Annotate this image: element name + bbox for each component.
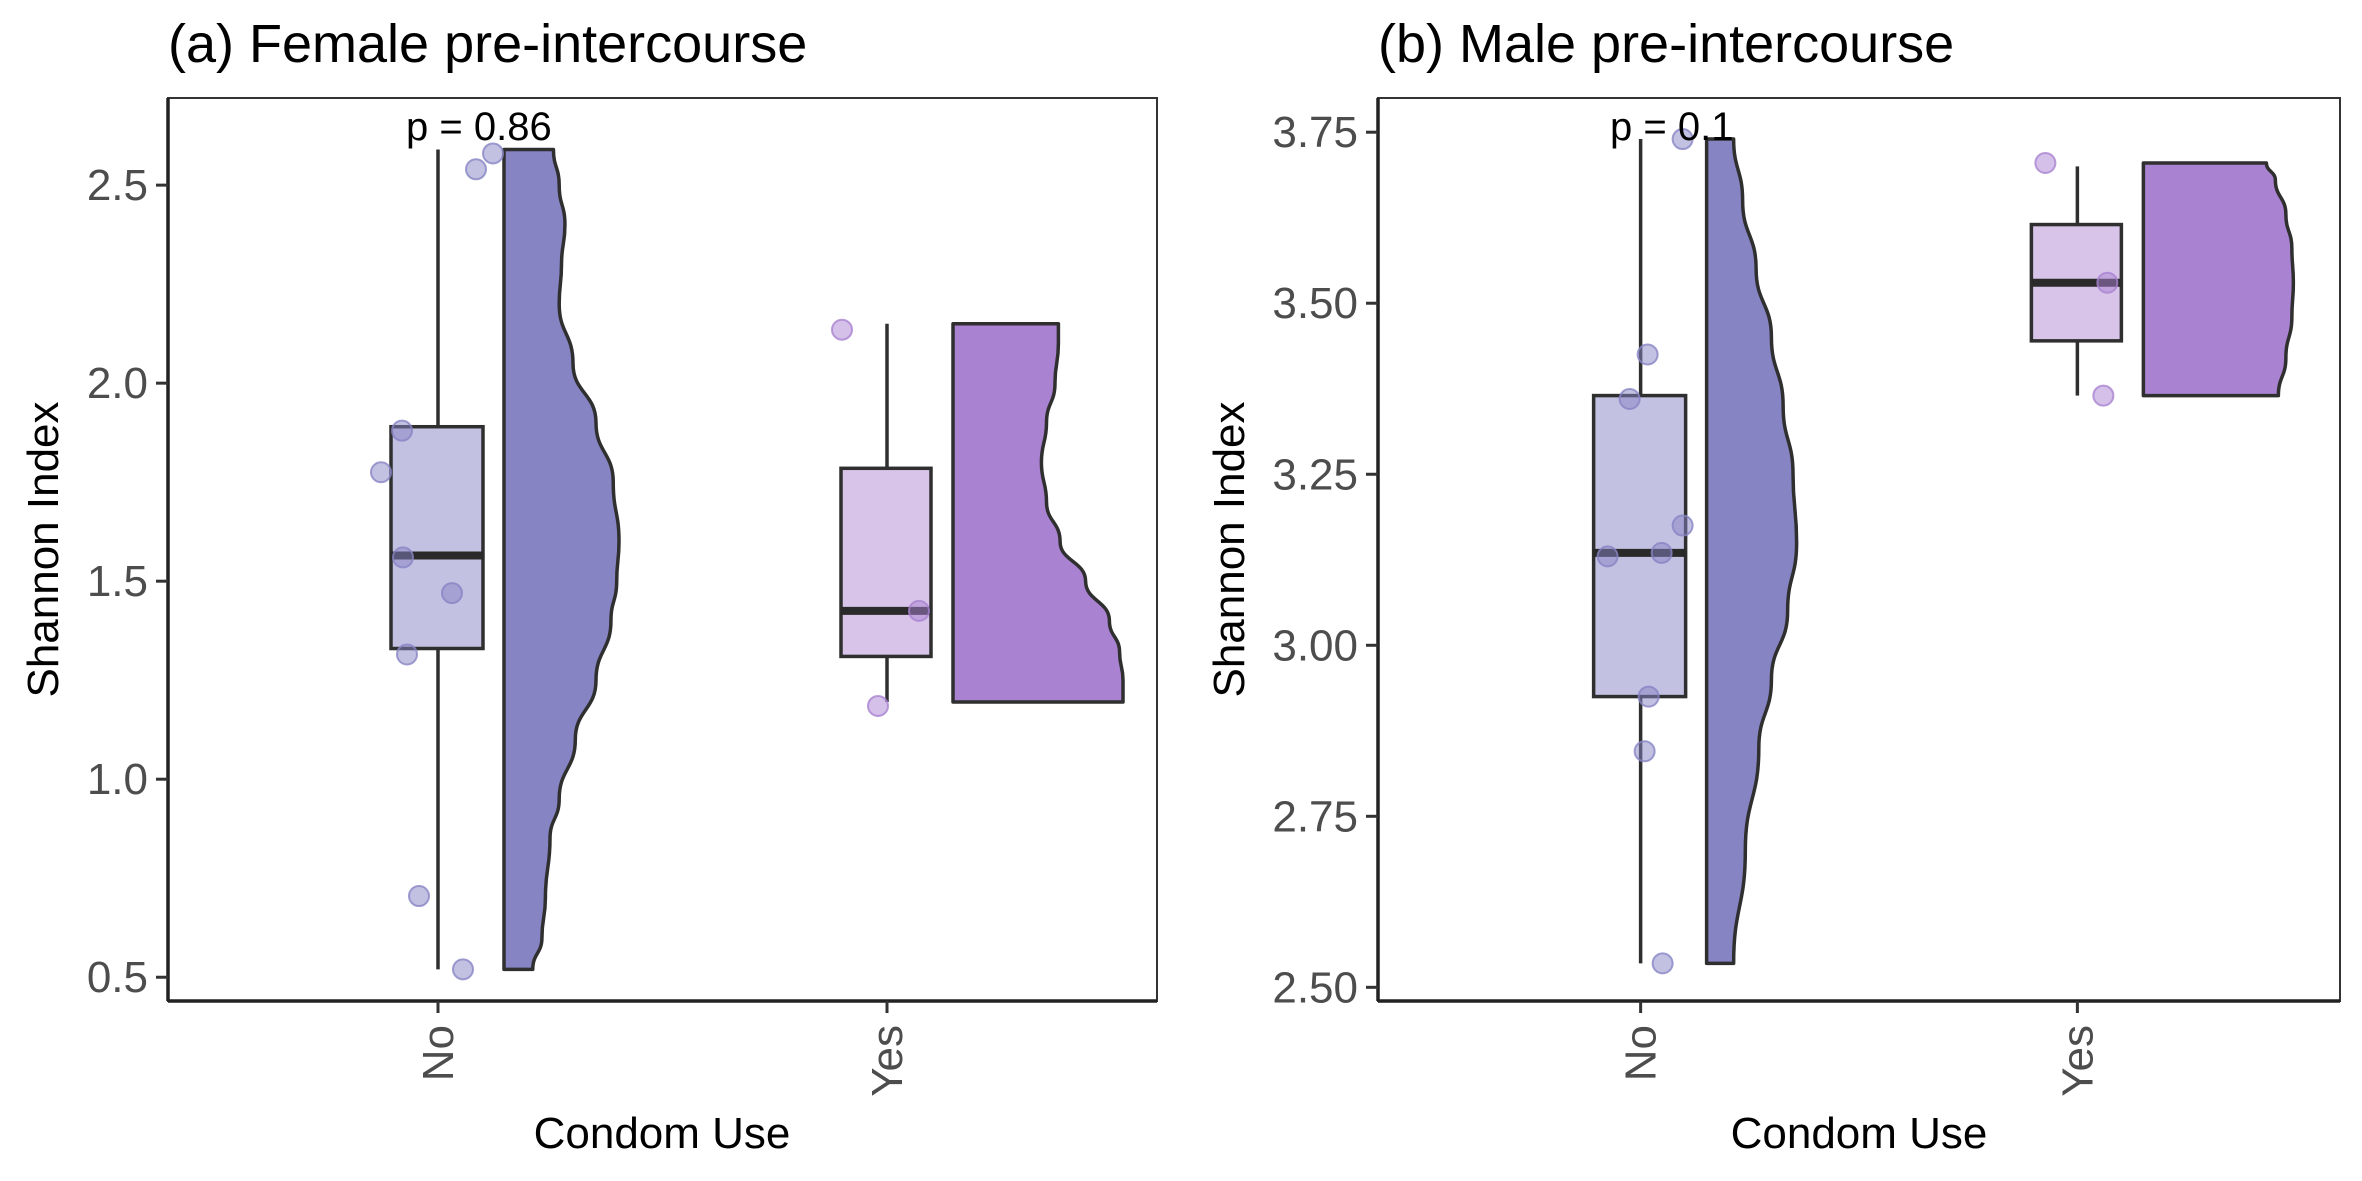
x-tick-label: Yes: [863, 1025, 912, 1097]
y-tick-label: 0.5: [87, 953, 148, 1002]
data-point: [1596, 545, 1619, 568]
data-point: [369, 461, 392, 484]
x-tick-label: No: [1617, 1025, 1666, 1081]
violin-yes: [2141, 161, 2296, 398]
y-tick-label: 3.00: [1272, 621, 1358, 670]
y-tick-label: 2.5: [87, 161, 148, 210]
data-point: [464, 158, 487, 181]
data-point: [1636, 343, 1659, 366]
group-yes: [2029, 151, 2296, 407]
data-point: [1671, 514, 1694, 537]
data-point: [1671, 128, 1694, 151]
violin-no: [1704, 137, 1799, 966]
y-tick-label: 2.0: [87, 359, 148, 408]
data-point: [1618, 388, 1641, 410]
data-point: [391, 546, 414, 569]
data-point: [390, 419, 413, 442]
chart-panel-a: (a) Female pre-intercourse 0.5 1.0 1.5 2.0 2.…: [19, 14, 1158, 1158]
data-point: [2096, 271, 2119, 294]
chart-title: (b) Male pre-intercourse: [1378, 14, 1954, 74]
chart-title: (a) Female pre-intercourse: [168, 14, 807, 74]
x-tick-label: Yes: [2053, 1025, 2102, 1097]
data-point: [1650, 541, 1673, 564]
y-tick-label: 3.50: [1272, 279, 1358, 328]
data-point: [867, 694, 890, 717]
data-point: [1633, 740, 1656, 763]
x-axis-title: Condom Use: [1731, 1109, 1988, 1158]
y-tick-label: 1.0: [87, 755, 148, 804]
chart-panel-b: (b) Male pre-intercourse 2.50 2.75 3.00 3.25…: [1205, 14, 2341, 1158]
data-point: [395, 643, 418, 666]
y-tick-label: 2.50: [1272, 963, 1358, 1012]
box-yes: [839, 466, 933, 659]
y-tick-label: 3.75: [1272, 108, 1358, 157]
violin-yes: [951, 322, 1125, 704]
violin-no: [502, 147, 621, 972]
y-tick-label: 1.5: [87, 557, 148, 606]
data-point: [407, 885, 430, 908]
group-yes: [831, 318, 1125, 717]
data-point: [831, 318, 854, 341]
y-tick-label: 2.75: [1272, 792, 1358, 841]
y-axis-title: Shannon Index: [1205, 401, 1254, 697]
y-axis-title: Shannon Index: [19, 401, 68, 697]
data-point: [2034, 151, 2057, 174]
y-tick-label: 3.25: [1272, 450, 1358, 499]
box-no: [389, 424, 485, 651]
p-value-label: p = 0.1: [1610, 105, 1733, 149]
x-axis-title: Condom Use: [534, 1109, 791, 1158]
data-point: [2092, 384, 2115, 407]
group-no: [1591, 128, 1799, 975]
x-tick-label: No: [414, 1025, 463, 1081]
group-no: [369, 142, 621, 981]
data-point: [1637, 685, 1660, 708]
data-point: [440, 582, 463, 605]
p-value-label: p = 0.86: [406, 105, 552, 149]
data-point: [481, 142, 504, 165]
data-point: [908, 599, 931, 622]
data-point: [1651, 952, 1674, 975]
data-point: [451, 958, 474, 981]
